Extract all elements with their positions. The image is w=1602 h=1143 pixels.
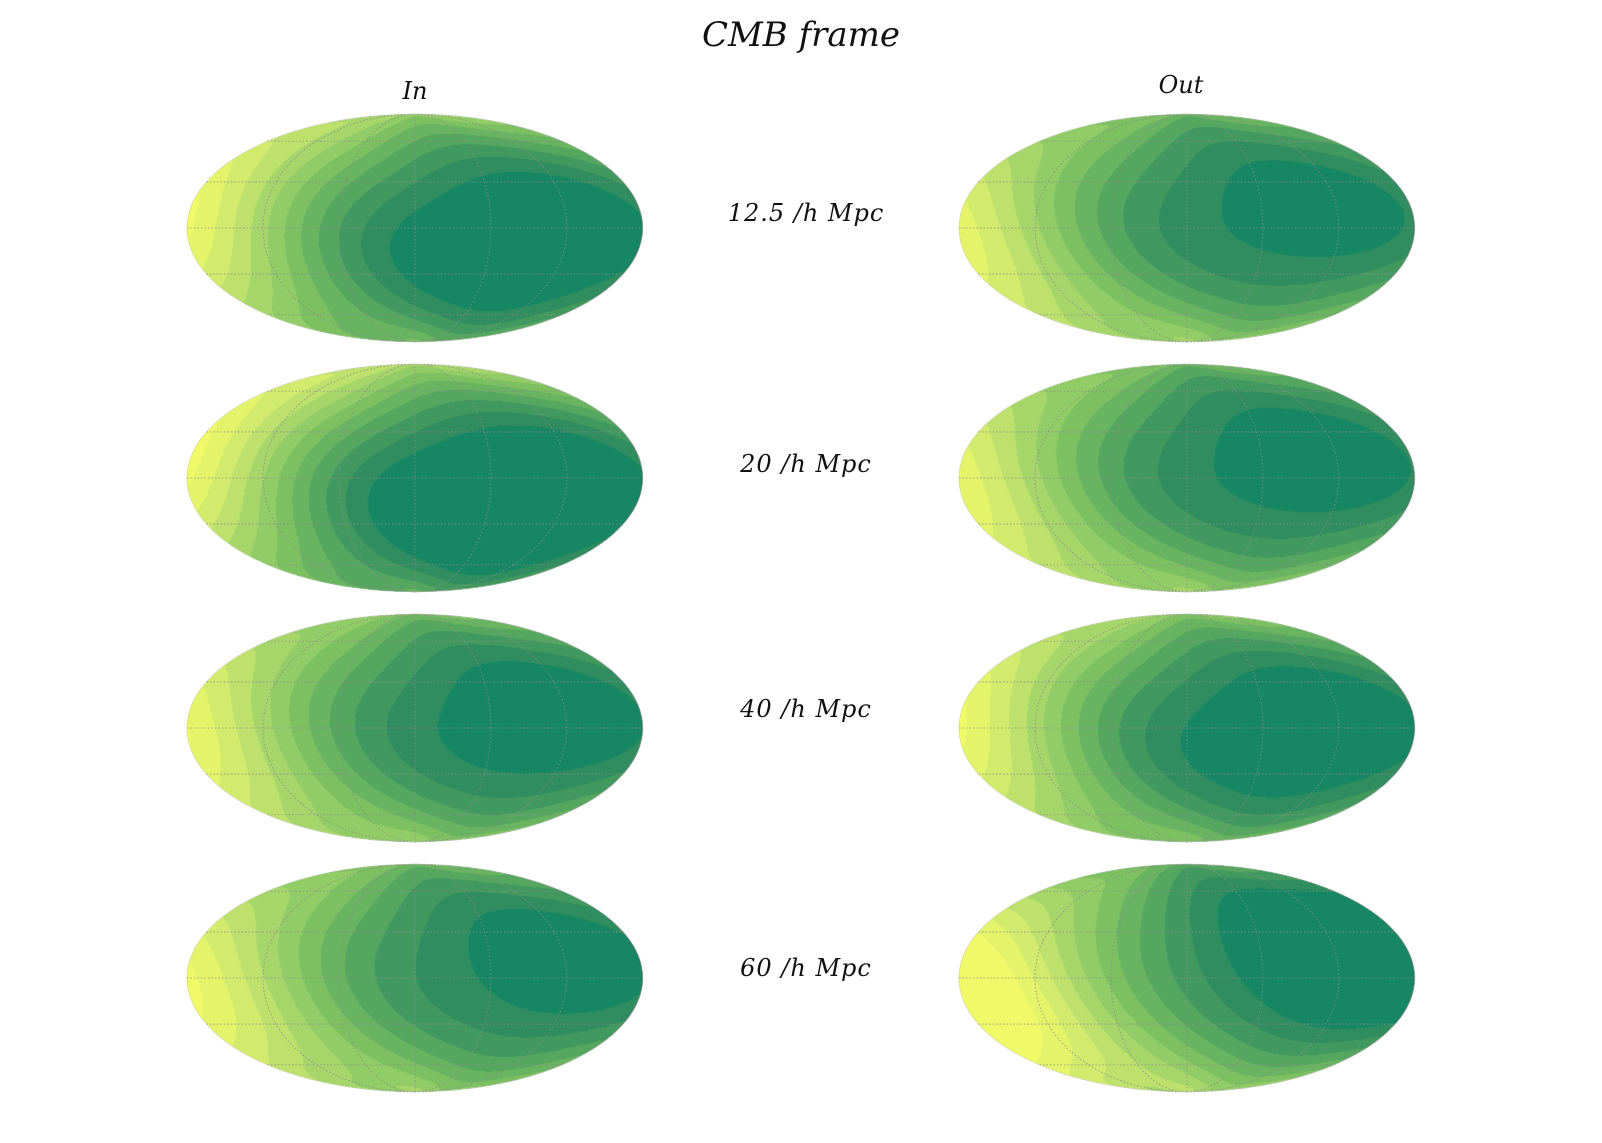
meridian-line xyxy=(1186,863,1264,1093)
map-outline xyxy=(958,863,1416,1093)
map-panels xyxy=(186,113,1416,1093)
row-label: 12.5 /h Mpc xyxy=(728,199,885,227)
row-label: 20 /h Mpc xyxy=(739,450,872,478)
sky-map-panel xyxy=(186,613,644,843)
meridian-line xyxy=(1186,363,1264,593)
map-outline xyxy=(958,613,1416,843)
map-outline xyxy=(186,363,644,593)
meridian-line xyxy=(1186,613,1264,843)
row-label: 40 /h Mpc xyxy=(739,695,872,723)
row-labels: 12.5 /h Mpc 20 /h Mpc 40 /h Mpc 60 /h Mp… xyxy=(728,199,885,982)
map-outline xyxy=(186,113,644,343)
sky-map-panel xyxy=(958,113,1416,343)
sky-map-panel xyxy=(186,113,644,343)
sky-map-panel xyxy=(186,363,644,593)
meridian-line xyxy=(414,863,492,1093)
map-outline xyxy=(958,113,1416,343)
column-title-out: Out xyxy=(1159,71,1204,99)
row-label: 60 /h Mpc xyxy=(740,954,872,982)
map-outline xyxy=(958,363,1416,593)
sky-map-panel xyxy=(186,863,644,1093)
chart-title: CMB frame xyxy=(702,15,900,55)
map-outline xyxy=(186,863,644,1093)
meridian-line xyxy=(1186,113,1264,343)
map-outline xyxy=(186,613,644,843)
sky-map-panel xyxy=(958,863,1416,1093)
meridian-line xyxy=(414,113,492,343)
column-title-in: In xyxy=(402,77,428,105)
meridian-line xyxy=(414,363,492,593)
sky-map-panel xyxy=(958,613,1416,843)
sky-map-panel xyxy=(958,363,1416,593)
meridian-line xyxy=(414,613,492,843)
